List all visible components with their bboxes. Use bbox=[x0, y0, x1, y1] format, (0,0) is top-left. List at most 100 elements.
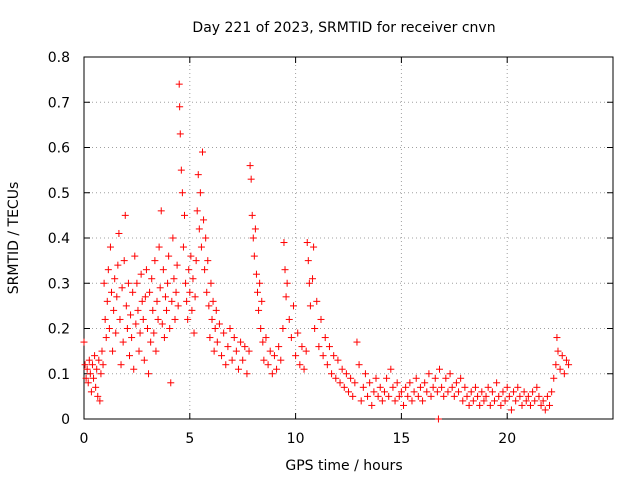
data-point bbox=[255, 306, 263, 314]
data-point bbox=[232, 347, 240, 355]
data-point bbox=[176, 103, 184, 111]
data-point bbox=[270, 352, 278, 360]
data-point bbox=[282, 293, 290, 301]
data-point bbox=[94, 392, 102, 400]
data-point bbox=[450, 392, 458, 400]
data-point bbox=[349, 392, 357, 400]
data-point bbox=[562, 356, 570, 364]
data-point bbox=[250, 252, 258, 260]
data-point bbox=[193, 207, 201, 215]
data-point bbox=[404, 392, 412, 400]
data-point bbox=[512, 397, 520, 405]
data-point bbox=[457, 374, 465, 382]
data-point bbox=[311, 325, 319, 332]
data-point bbox=[342, 370, 350, 378]
data-point bbox=[531, 397, 539, 405]
data-point bbox=[431, 374, 439, 382]
data-point bbox=[106, 243, 114, 251]
data-point bbox=[516, 392, 524, 400]
data-point bbox=[90, 374, 98, 382]
data-point bbox=[484, 383, 492, 391]
data-point bbox=[361, 370, 369, 378]
data-point bbox=[136, 329, 144, 337]
data-point bbox=[92, 383, 100, 391]
data-point bbox=[385, 392, 393, 400]
data-point bbox=[442, 374, 450, 382]
data-point bbox=[112, 329, 120, 337]
data-point bbox=[182, 279, 190, 287]
data-point bbox=[304, 257, 312, 265]
data-point bbox=[257, 325, 265, 332]
data-point bbox=[507, 406, 515, 414]
data-point bbox=[510, 388, 518, 396]
data-point bbox=[139, 315, 147, 323]
data-point bbox=[109, 347, 117, 355]
x-tick-label: 20 bbox=[498, 431, 516, 447]
data-point bbox=[279, 325, 287, 332]
data-point bbox=[145, 370, 153, 378]
data-point bbox=[96, 397, 104, 405]
data-point bbox=[434, 415, 442, 423]
data-point bbox=[380, 388, 388, 396]
data-point bbox=[113, 293, 121, 301]
data-point bbox=[152, 347, 160, 355]
data-point bbox=[376, 383, 384, 391]
data-point bbox=[105, 325, 113, 332]
data-point bbox=[224, 343, 232, 351]
data-point bbox=[467, 388, 475, 396]
data-point bbox=[183, 297, 191, 305]
data-point bbox=[97, 370, 105, 378]
data-point bbox=[146, 288, 154, 296]
data-point bbox=[166, 325, 174, 332]
data-point bbox=[548, 388, 556, 396]
data-point bbox=[410, 388, 418, 396]
data-point bbox=[264, 361, 272, 369]
data-point bbox=[259, 338, 267, 346]
data-point bbox=[211, 325, 219, 332]
data-point bbox=[256, 279, 264, 287]
data-point bbox=[306, 302, 314, 310]
data-point bbox=[300, 365, 308, 373]
data-point bbox=[202, 234, 210, 242]
x-axis-label: GPS time / hours bbox=[285, 458, 402, 474]
data-point bbox=[260, 356, 268, 364]
data-point bbox=[129, 288, 137, 296]
data-point bbox=[134, 306, 142, 314]
data-point bbox=[383, 374, 391, 382]
data-point bbox=[194, 171, 202, 179]
data-point bbox=[280, 239, 288, 247]
data-point bbox=[556, 365, 564, 373]
data-point bbox=[218, 352, 226, 360]
data-point bbox=[482, 392, 490, 400]
data-point bbox=[234, 365, 242, 373]
data-point bbox=[503, 383, 511, 391]
data-point bbox=[243, 370, 251, 378]
data-point bbox=[317, 315, 325, 323]
data-point bbox=[378, 397, 386, 405]
data-point bbox=[93, 365, 101, 373]
data-point bbox=[110, 306, 118, 314]
data-point bbox=[258, 297, 266, 305]
data-point bbox=[165, 252, 173, 260]
data-point bbox=[115, 229, 123, 237]
data-point bbox=[419, 397, 427, 405]
data-point bbox=[241, 343, 249, 351]
data-point bbox=[289, 302, 297, 310]
data-point bbox=[281, 266, 289, 274]
data-point bbox=[196, 189, 204, 197]
data-point bbox=[416, 383, 424, 391]
data-point bbox=[87, 388, 95, 396]
data-point bbox=[209, 297, 217, 305]
data-point bbox=[185, 266, 193, 274]
data-point bbox=[461, 383, 469, 391]
data-point bbox=[330, 352, 338, 360]
data-point bbox=[133, 279, 141, 287]
data-point bbox=[423, 388, 431, 396]
grid bbox=[84, 57, 613, 419]
data-point bbox=[309, 275, 317, 283]
data-point bbox=[86, 370, 94, 378]
data-point bbox=[226, 325, 234, 332]
data-point bbox=[173, 261, 181, 269]
data-point bbox=[251, 225, 259, 233]
data-point bbox=[505, 392, 513, 400]
